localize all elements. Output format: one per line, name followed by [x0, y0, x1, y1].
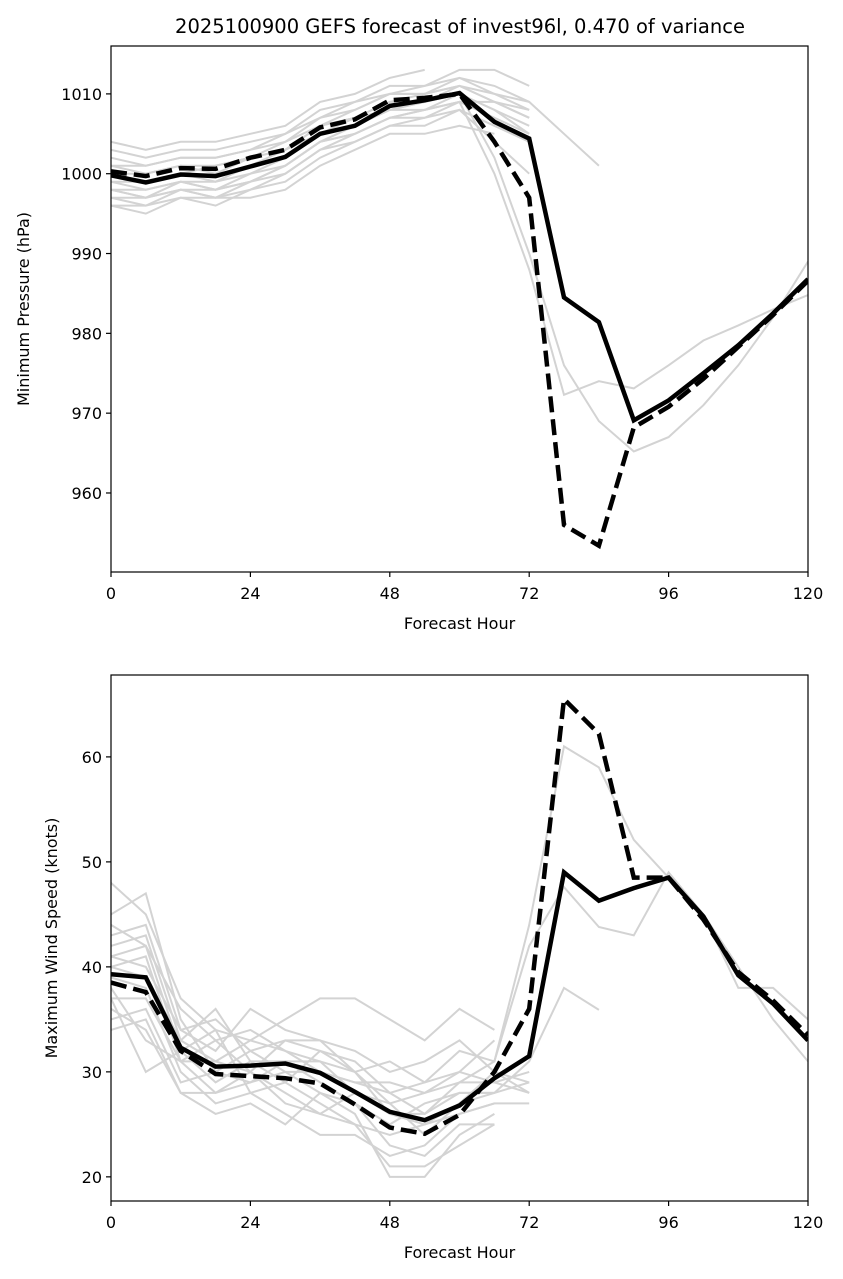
pressure-member-line: [111, 124, 495, 215]
wind-member-line: [111, 1018, 495, 1168]
pressure-series: [111, 90, 808, 550]
pressure-ytick-label: 1000: [61, 165, 102, 184]
pressure-ytick-label: 1010: [61, 85, 102, 104]
pressure-ytick-label: 980: [71, 324, 102, 343]
wind-axes-frame: [110, 674, 809, 1202]
pressure-xlabel: Forecast Hour: [404, 614, 516, 633]
wind-xlabel: Forecast Hour: [404, 1243, 516, 1262]
wind-ytick-label: 40: [82, 958, 102, 977]
wind-xtick-label: 72: [519, 1213, 539, 1232]
pressure-yticks: 960 970 980 990 1000 1010: [61, 85, 111, 503]
pressure-axes: 0 24 48 72 96 120 960 970 980 990 1000 1010 Foreca…: [14, 45, 823, 633]
wind-xtick-label: 120: [793, 1213, 824, 1232]
wind-member-line: [111, 923, 530, 1084]
pressure-ytick-label: 960: [71, 484, 102, 503]
wind-member-line: [111, 997, 495, 1126]
wind-ylabel: Maximum Wind Speed (knots): [42, 818, 61, 1059]
pressure-ylabel: Minimum Pressure (hPa): [14, 212, 33, 406]
pressure-xtick-label: 120: [793, 584, 824, 603]
wind-xtick-label: 0: [106, 1213, 116, 1232]
wind-member-line: [111, 882, 495, 1042]
pressure-xtick-label: 72: [519, 584, 539, 603]
wind-ytick-label: 60: [82, 748, 102, 767]
pressure-xtick-label: 0: [106, 584, 116, 603]
pressure-member-line: [111, 92, 808, 453]
pressure-member-line: [111, 68, 425, 151]
wind-member-line: [111, 955, 600, 1126]
chart-title: 2025100900 GEFS forecast of invest96l, 0…: [175, 15, 745, 38]
pressure-xticks: 0 24 48 72 96 120: [106, 572, 823, 603]
pressure-member-line: [111, 68, 530, 159]
wind-ytick-label: 30: [82, 1063, 102, 1082]
pressure-xtick-label: 24: [240, 584, 260, 603]
pressure-xtick-label: 48: [380, 584, 400, 603]
wind-dashed-line: [111, 694, 808, 1137]
wind-xticks: 0 24 48 72 96 120: [106, 1201, 823, 1232]
wind-ytick-label: 20: [82, 1168, 102, 1187]
wind-series: [111, 694, 808, 1137]
pressure-ytick-label: 990: [71, 245, 102, 264]
pressure-member-line: [111, 76, 600, 167]
wind-yticks: 20 30 40 50 60: [82, 748, 111, 1187]
pressure-member-line: [111, 100, 530, 199]
pressure-ytick-label: 970: [71, 404, 102, 423]
wind-xtick-label: 48: [380, 1213, 400, 1232]
wind-ytick-label: 50: [82, 853, 102, 872]
pressure-solid-line: [111, 90, 808, 424]
pressure-members: [111, 68, 808, 453]
pressure-member-line: [111, 84, 530, 167]
pressure-member-line: [111, 100, 808, 397]
pressure-axes-frame: [110, 45, 809, 573]
wind-xtick-label: 96: [658, 1213, 678, 1232]
pressure-xtick-label: 96: [658, 584, 678, 603]
wind-xtick-label: 24: [240, 1213, 260, 1232]
wind-members: [111, 744, 808, 1178]
pressure-dashed-line: [111, 91, 808, 550]
wind-axes: 0 24 48 72 96 120 20 30 40 50 60 Forecast Hour Ma…: [42, 674, 823, 1262]
